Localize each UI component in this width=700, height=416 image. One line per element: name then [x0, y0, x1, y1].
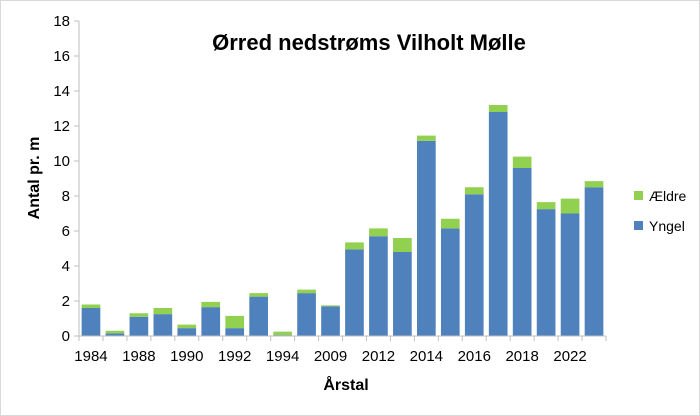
y-tick-label: 12	[53, 118, 70, 135]
bar-yngel-1992	[225, 328, 245, 337]
bar--ldre-1989	[153, 308, 173, 315]
x-tick-label: 2016	[458, 348, 491, 365]
bar--ldre-1992	[225, 315, 245, 329]
bar--ldre-2015	[440, 218, 460, 229]
bar-yngel-1986	[105, 333, 125, 337]
x-tick-label: 1988	[122, 348, 155, 365]
bar-yngel-2022	[560, 213, 580, 336]
bar-yngel-2009	[321, 306, 340, 336]
bar--ldre-1986	[105, 330, 125, 334]
y-tick-label: 0	[62, 328, 70, 345]
bar--ldre-1994	[273, 331, 292, 336]
bar-yngel-2016	[464, 194, 484, 336]
bar--ldre-2022	[560, 198, 580, 214]
legend: Ældre Yngel	[634, 188, 687, 234]
bar-yngel-2014	[417, 140, 436, 337]
legend-label: Ældre	[649, 188, 687, 204]
bar--ldre-1988	[129, 313, 149, 317]
x-tick-label: 1992	[218, 348, 251, 365]
bar--ldre-2013	[393, 238, 412, 252]
legend-swatch--ldre	[634, 191, 643, 200]
bar--ldre-1991	[201, 301, 221, 308]
y-tick-label: 16	[53, 48, 70, 65]
bar-yngel-1991	[201, 307, 221, 337]
bar-yngel-1995	[297, 293, 316, 337]
x-tick-label: 2009	[314, 348, 347, 365]
bar--ldre-2014	[417, 135, 436, 141]
y-axis-title: Antal pr. m	[26, 137, 43, 220]
y-tick-label: 14	[53, 83, 70, 100]
bar--ldre-1984	[81, 304, 101, 308]
bar-yngel-2018	[512, 168, 532, 336]
bar-yngel-1984	[81, 308, 101, 336]
bar-yngel-1988	[129, 316, 149, 336]
bar--ldre-2017	[488, 105, 508, 112]
bar--ldre-2010	[345, 242, 364, 250]
y-tick-label: 18	[53, 13, 70, 30]
y-tick-label: 6	[62, 223, 70, 240]
x-tick-label: 2014	[410, 348, 443, 365]
bar--ldre-1990	[177, 324, 197, 329]
bar-yngel-1990	[177, 328, 197, 337]
bar-yngel-2015	[440, 228, 460, 337]
bar--ldre-1995	[297, 289, 316, 294]
bar-yngel-2017	[488, 112, 508, 336]
bar-yngel-1993	[249, 296, 268, 337]
bar--ldre-2009	[321, 305, 340, 307]
y-axis: 0 2 4 6 8 10 12 14 16 18	[53, 13, 80, 345]
bar--ldre-1993	[249, 293, 268, 297]
bar-yngel-2010	[345, 249, 364, 337]
bar-yngel-2023	[584, 187, 604, 336]
y-tick-label: 4	[62, 258, 70, 275]
y-tick-label: 2	[62, 293, 70, 310]
y-tick-label: 8	[62, 188, 70, 205]
bar-yngel-2012	[369, 236, 388, 336]
bar--ldre-2012	[369, 228, 388, 237]
x-axis-title: Årstal	[323, 375, 368, 394]
chart-title: Ørred nedstrøms Vilholt Mølle	[212, 30, 526, 55]
legend-swatch-yngel	[634, 221, 643, 230]
bar-yngel-1989	[153, 314, 173, 337]
x-tick-label: 2018	[505, 348, 538, 365]
y-tick-label: 10	[53, 153, 70, 170]
bar--ldre-2019	[536, 202, 556, 210]
bar--ldre-2016	[464, 187, 484, 195]
bar--ldre-2023	[584, 181, 604, 188]
x-tick-label: 2012	[362, 348, 395, 365]
bar-yngel-2019	[536, 209, 556, 337]
bar--ldre-2018	[512, 156, 532, 169]
x-tick-label: 2022	[553, 348, 586, 365]
x-tick-label: 1984	[74, 348, 107, 365]
x-axis: 1984 1988 1990 1992 1994 2009 2012 2014 2016 2018…	[74, 335, 607, 365]
x-tick-label: 1990	[170, 348, 203, 365]
x-tick-label: 1994	[266, 348, 299, 365]
bars	[81, 105, 604, 337]
legend-label: Yngel	[649, 218, 685, 234]
bar-yngel-2013	[393, 252, 412, 336]
